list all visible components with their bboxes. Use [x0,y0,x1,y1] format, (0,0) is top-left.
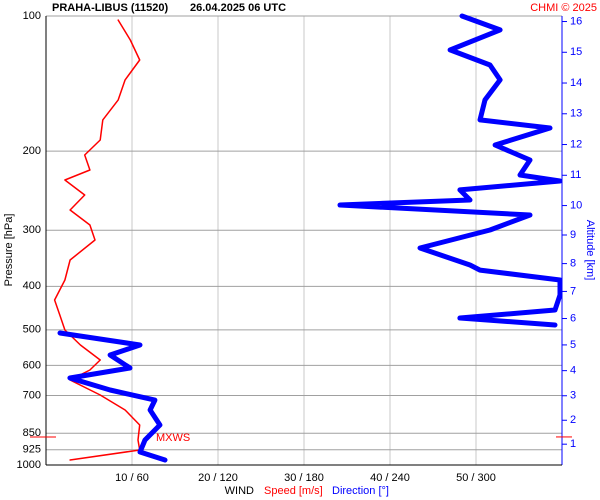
y-tick-label: 200 [23,145,41,157]
profile-line [57,330,168,463]
y2-tick-label: 8 [570,258,576,270]
y2-tick-label: 16 [570,15,582,27]
y2-tick-label: 4 [570,365,576,377]
credit: CHMI © 2025 [530,2,597,14]
date-subtitle: 26.04.2025 06 UTC [190,2,286,14]
profile-line [337,13,563,328]
y2-tick-label: 10 [570,199,582,211]
x-tick-label: 10 / 60 [115,472,149,484]
x-tick-label: 20 / 120 [198,472,238,484]
y2-tick-label: 5 [570,339,576,351]
y2-tick-label: 12 [570,138,582,150]
y-tick-label: 100 [23,10,41,22]
x-axis-title: WIND [225,485,254,497]
y-tick-label: 925 [23,444,41,456]
y-tick-label: 850 [23,427,41,439]
y2-tick-label: 14 [570,77,582,89]
y2-tick-label: 7 [570,285,576,297]
y2-tick-label: 3 [570,390,576,402]
y-tick-label: 600 [23,359,41,371]
y2-tick-label: 15 [570,46,582,58]
y2-tick-label: 13 [570,108,582,120]
y2-tick-label: 6 [570,312,576,324]
x-tick-label: 50 / 300 [456,472,496,484]
legend-direction: Direction [°] [332,485,389,497]
profile-line [53,19,141,461]
x-tick-label: 30 / 180 [284,472,324,484]
y2-tick-label: 11 [570,169,581,181]
y-tick-label: 500 [23,324,41,336]
y2-tick-label: 1 [570,438,576,450]
y-tick-label: 400 [23,280,41,292]
x-tick-label: 40 / 240 [370,472,410,484]
y-tick-label: 700 [23,389,41,401]
y-tick-label: 300 [23,224,41,236]
y2-tick-label: 2 [570,414,576,426]
y2-axis-title: Altitude [km] [584,220,596,281]
y-tick-label: 1000 [17,459,41,471]
y2-tick-label: 9 [570,229,576,241]
y-axis-title: Pressure [hPa] [3,214,15,287]
station-title: PRAHA-LIBUS (11520) [52,2,168,14]
max-wind-label: MXWS [156,432,190,444]
legend-speed: Speed [m/s] [264,485,323,497]
